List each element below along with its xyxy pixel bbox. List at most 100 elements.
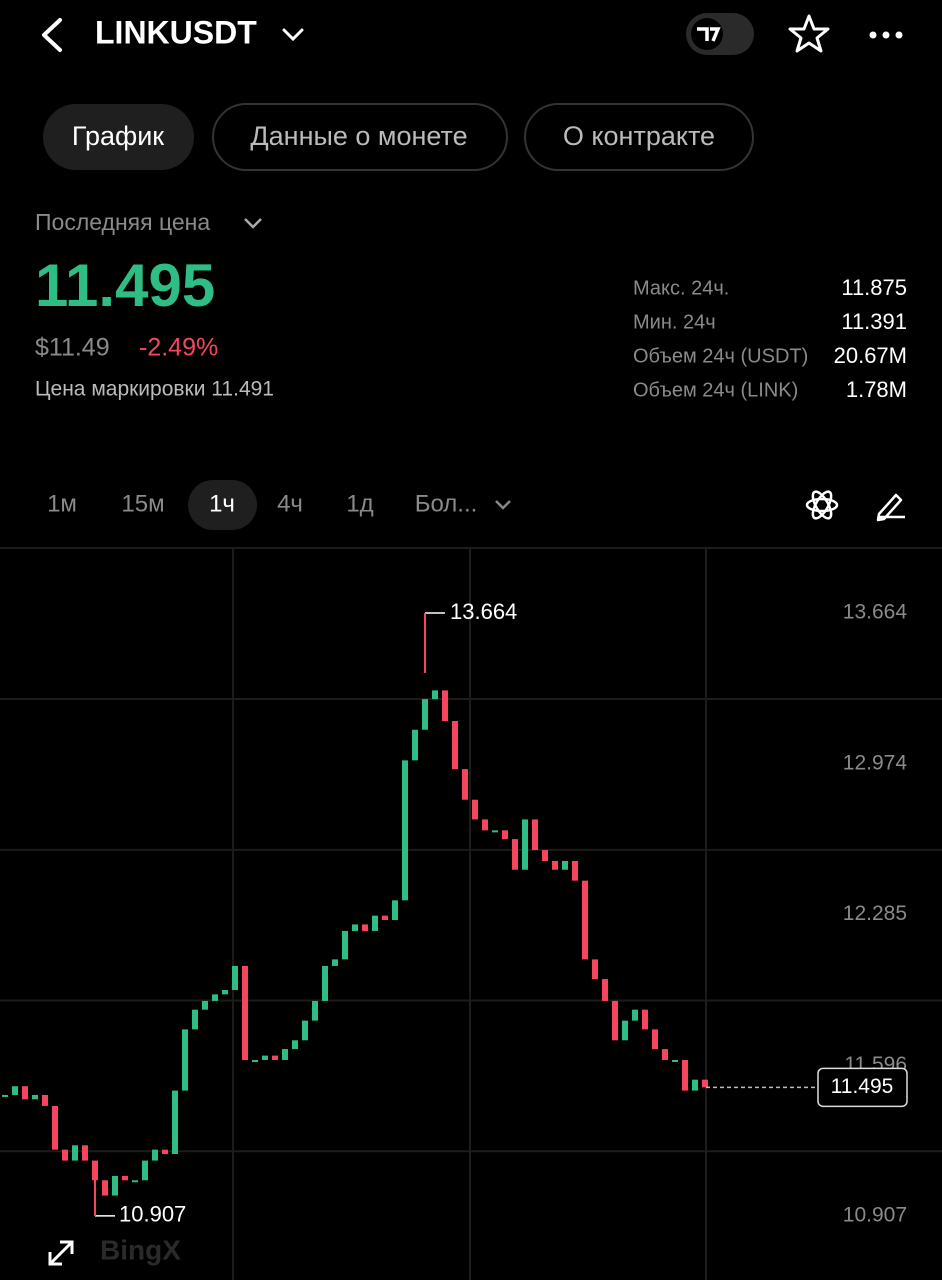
indicators-button[interactable] <box>805 489 839 521</box>
candle <box>312 1000 318 1021</box>
candle <box>272 1055 278 1060</box>
last-price-label: 11.495 <box>831 1075 894 1098</box>
candle <box>612 1000 618 1041</box>
candle <box>592 959 598 980</box>
tab-coin-data[interactable] <box>212 103 508 171</box>
candle <box>102 1180 108 1196</box>
y-tick-label: 13.664 <box>843 601 908 624</box>
candle <box>542 850 548 861</box>
candle <box>22 1086 28 1100</box>
candle <box>442 690 448 721</box>
candle <box>262 1055 268 1060</box>
interval[interactable]: 1ч <box>209 490 235 517</box>
candle <box>282 1049 288 1060</box>
candle <box>92 1160 98 1181</box>
vertical-grid <box>232 548 707 1280</box>
candle <box>142 1160 148 1181</box>
candle <box>242 965 248 1060</box>
candle <box>172 1090 178 1155</box>
tab-contract[interactable] <box>524 103 754 171</box>
candle <box>72 1145 78 1161</box>
more-button[interactable] <box>869 31 903 39</box>
stat-label: Макс. 24ч. <box>633 277 729 299</box>
tab-label[interactable]: Данные о монете <box>250 121 467 151</box>
candle <box>152 1149 158 1161</box>
stats: Макс. 24ч. 11.875 Мин. 24ч 11.391 Объем 24ч … <box>633 275 907 402</box>
candle <box>502 830 508 840</box>
candle <box>652 1029 658 1050</box>
candle <box>62 1149 68 1161</box>
stat-label: Мин. 24ч <box>633 311 716 333</box>
candle <box>332 959 338 966</box>
stat-value: 20.67M <box>834 343 907 368</box>
candle <box>252 1059 258 1062</box>
candle <box>372 915 378 931</box>
candle <box>222 989 228 995</box>
back-button[interactable] <box>42 18 62 52</box>
candle <box>582 880 588 960</box>
symbol-title[interactable]: LINKUSDT <box>95 14 257 50</box>
y-tick-label: 12.974 <box>843 751 908 774</box>
candle <box>392 900 398 921</box>
y-tick-label: 10.907 <box>843 1203 907 1226</box>
price-type-dropdown[interactable] <box>244 218 262 229</box>
candle <box>682 1059 688 1091</box>
last-price: 11.495 <box>35 252 215 319</box>
candle <box>82 1145 88 1161</box>
candle <box>482 819 488 831</box>
candle <box>692 1079 698 1091</box>
candle <box>522 819 528 870</box>
candle <box>342 930 348 960</box>
interval[interactable]: 4ч <box>277 490 303 517</box>
watermark: BingX <box>100 1234 181 1265</box>
stat-value: 11.391 <box>841 309 907 334</box>
candle <box>512 839 518 870</box>
candle <box>402 760 408 901</box>
tab-label[interactable]: График <box>72 121 164 151</box>
candle <box>532 819 538 851</box>
tab-label[interactable]: О контракте <box>563 121 715 151</box>
candle <box>292 1040 298 1050</box>
candle <box>362 924 368 931</box>
favorite-button[interactable] <box>788 14 830 53</box>
candle <box>432 690 438 700</box>
candle <box>192 1009 198 1030</box>
candle <box>32 1094 38 1100</box>
symbol-dropdown[interactable] <box>282 28 304 42</box>
price-type[interactable]: Последняя цена <box>35 209 210 235</box>
candle <box>132 1180 138 1183</box>
candle <box>182 1029 188 1091</box>
mark-price: Цена маркировки 11.491 <box>35 378 274 401</box>
intervals: 1м 15м 1ч 4ч 1д Бол... <box>47 490 477 517</box>
candle <box>382 915 388 921</box>
candle <box>302 1020 308 1041</box>
candle <box>12 1086 18 1095</box>
interval-selected[interactable] <box>188 480 257 530</box>
candle <box>602 979 608 1001</box>
draw-button[interactable] <box>876 493 905 522</box>
candle <box>702 1079 708 1088</box>
max-label: 13.664 <box>450 599 517 624</box>
candle <box>122 1175 128 1181</box>
interval[interactable]: 1д <box>346 490 373 517</box>
candle <box>462 769 468 800</box>
interval-dropdown[interactable] <box>495 500 511 510</box>
usd-price: $11.49 <box>35 334 110 362</box>
candle <box>212 994 218 1001</box>
stat-value: 11.875 <box>841 275 907 300</box>
interval[interactable]: Бол... <box>415 490 478 517</box>
candle <box>572 860 578 881</box>
y-tick-label: 12.285 <box>843 902 907 925</box>
last-price-box <box>817 1067 908 1108</box>
candle <box>672 1059 678 1062</box>
interval[interactable]: 1м <box>47 490 77 517</box>
candle <box>2 1094 8 1097</box>
candle <box>642 1009 648 1030</box>
tab-chart[interactable] <box>43 104 194 170</box>
fullscreen-button[interactable] <box>48 1240 74 1266</box>
candle <box>42 1094 48 1106</box>
candle <box>472 799 478 820</box>
interval[interactable]: 15м <box>121 490 164 517</box>
candle <box>662 1049 668 1060</box>
